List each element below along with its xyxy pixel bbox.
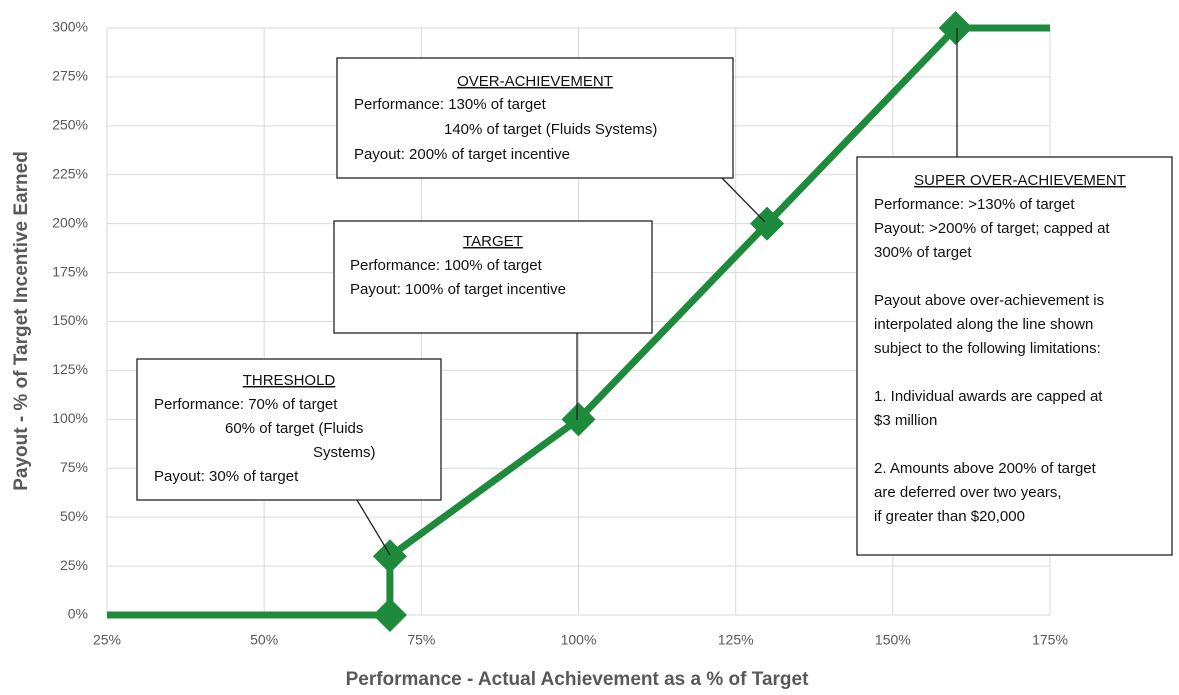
annotation-line: Payout: 200% of target incentive [354,146,570,163]
y-tick-label: 300% [52,19,88,35]
x-tick-label: 25% [93,632,121,648]
marker [372,598,407,632]
connector [356,499,391,556]
annotation-line: Payout: 100% of target incentive [350,281,566,298]
x-tick-label: 175% [1032,632,1068,648]
annotation-line: 300% of target [874,244,972,261]
annotation-line: 1. Individual awards are capped at [874,388,1103,405]
marker [372,539,407,574]
y-tick-label: 275% [52,68,88,84]
marker [561,402,596,437]
annotation-box [333,220,653,334]
annotation-line: are deferred over two years, [874,484,1062,501]
annotation-heading: SUPER OVER-ACHIEVEMENT [914,172,1126,189]
annotation-line: Performance: 100% of target [350,257,543,274]
annotation-line: Payout: >200% of target; capped at [874,220,1110,237]
x-tick-label: 150% [875,632,911,648]
annotation-box [136,358,442,501]
annotation-line: Systems) [313,444,376,461]
y-tick-label: 125% [52,361,88,377]
y-axis-title: Payout - % of Target Incentive Earned [11,151,32,491]
y-tick-label: 200% [52,214,88,230]
connector [721,177,766,223]
y-tick-label: 25% [60,557,88,573]
annotation-line: if greater than $20,000 [874,508,1025,525]
x-axis-title: Performance - Actual Achievement as a % … [346,669,810,690]
y-tick-label: 75% [60,459,88,475]
y-tick-label: 250% [52,117,88,133]
annotation-line: subject to the following limitations: [874,340,1101,357]
annotation-heading: OVER-ACHIEVEMENT [457,73,613,90]
annotation-line: Performance: >130% of target [874,196,1075,213]
x-tick-label: 75% [407,632,435,648]
annotation-box [336,57,734,179]
annotation-line: Payout: 30% of target [154,468,299,485]
annotation-line: 60% of target (Fluids [225,420,363,437]
y-tick-label: 225% [52,165,88,181]
annotation-heading: TARGET [463,233,523,250]
annotation-line: 140% of target (Fluids Systems) [444,121,657,138]
annotation-line: Performance: 70% of target [154,396,338,413]
x-tick-label: 100% [561,632,597,648]
y-tick-label: 0% [68,606,88,622]
annotation-line: interpolated along the line shown [874,316,1093,333]
marker [938,11,973,45]
x-tick-label: 125% [718,632,754,648]
y-tick-label: 150% [52,312,88,328]
annotation-line: $3 million [874,412,937,429]
annotation-box [856,156,1173,556]
annotations: OVER-ACHIEVEMENT Performance: 130% of tar… [136,28,1173,556]
annotation-line: Payout above over-achievement is [874,292,1104,309]
y-tick-label: 50% [60,508,88,524]
y-tick-label: 100% [52,410,88,426]
annotation-heading: THRESHOLD [243,372,336,389]
x-tick-label: 50% [250,632,278,648]
annotation-line: 2. Amounts above 200% of target [874,460,1097,477]
y-tick-label: 175% [52,263,88,279]
annotation-line: Performance: 130% of target [354,96,547,113]
